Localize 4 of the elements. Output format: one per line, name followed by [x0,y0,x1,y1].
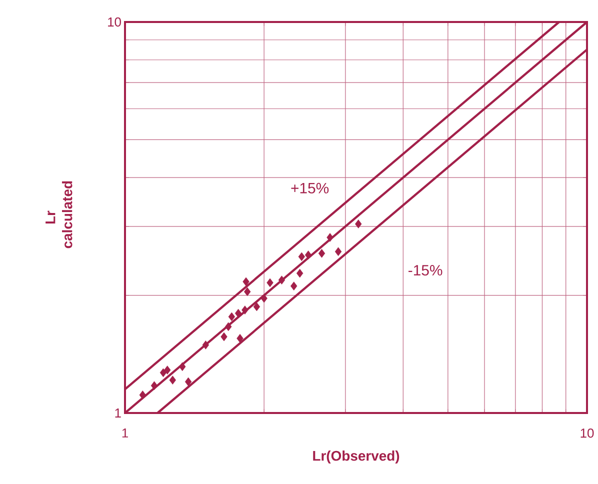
x-axis-title: Lr(Observed) [313,450,400,464]
annotation: -15% [408,265,442,276]
annotation: +15% [291,182,329,194]
y-axis-title: Lr calculated [46,181,72,248]
